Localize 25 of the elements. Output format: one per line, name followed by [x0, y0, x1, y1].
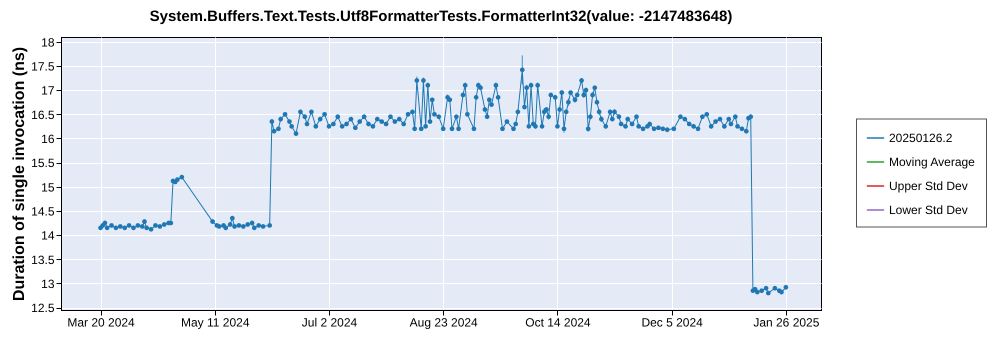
x-tick-label: Jan 26 2025: [753, 316, 820, 330]
legend-label: Moving Average: [889, 155, 976, 169]
x-tick-label: Jul 2 2024: [302, 316, 358, 330]
chart-title: System.Buffers.Text.Tests.Utf8FormatterTests.FormatterInt32(value: -2147483648): [150, 8, 732, 25]
y-tick-label: 17: [41, 84, 55, 98]
x-tick-label: Dec 5 2024: [641, 316, 704, 330]
y-tick-label: 16.5: [31, 108, 55, 122]
y-tick-label: 14.5: [31, 204, 55, 218]
x-tick-label: May 11 2024: [181, 316, 250, 330]
y-tick-label: 15.5: [31, 156, 55, 170]
x-tick-label: Mar 20 2024: [67, 316, 136, 330]
legend-label: 20250126.2: [889, 131, 953, 145]
y-tick-label: 13: [41, 276, 55, 291]
y-tick-label: 16: [41, 132, 55, 146]
x-tick-label: Aug 23 2024: [410, 316, 478, 330]
y-tick-label: 14: [41, 228, 55, 243]
y-tick-label: 13.5: [31, 252, 55, 267]
y-tick-label: 12.5: [31, 301, 55, 316]
y-tick-label: 17.5: [31, 59, 55, 74]
y-tick-label: 15: [41, 180, 55, 194]
x-tick-label: Oct 14 2024: [525, 316, 591, 330]
y-axis-title: Duration of single invocation (ns): [11, 46, 28, 302]
legend-label: Upper Std Dev: [889, 179, 968, 193]
legend-label: Lower Std Dev: [889, 203, 968, 217]
y-tick-label: 18: [41, 35, 55, 50]
